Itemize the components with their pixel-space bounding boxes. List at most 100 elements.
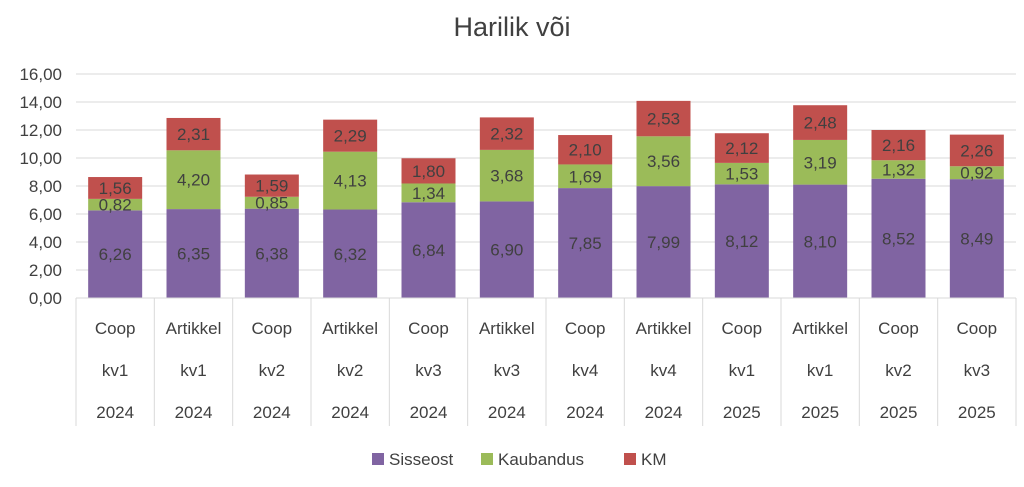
bar-segment [714,184,769,298]
data-label: 1,32 [882,160,915,179]
bar-segment [166,117,221,151]
data-label: 8,49 [960,230,993,249]
x-tick-label-quarter: kv3 [964,361,990,380]
bar-segment [793,105,848,140]
y-tick-label: 16,00 [19,65,62,84]
x-tick-label-year: 2024 [566,403,604,422]
x-tick-label-store: Coop [565,319,606,338]
legend-swatch [624,453,636,465]
legend-label: Kaubandus [498,450,584,469]
x-tick-label-store: Artikkel [166,319,222,338]
data-label: 3,19 [804,153,837,172]
data-labels: 6,26 0,821,56 6,35 4,20 2,31 6,38 0,851,59 6,32… [99,110,994,265]
x-tick-label-year: 2024 [488,403,526,422]
y-axis: 0,00 2,00 4,00 6,00 8,00 10,00 12,00 14,00 16,00 [19,65,62,308]
bar-segment [714,162,769,185]
bar-segment [244,208,299,298]
bar-segment [949,166,1004,180]
data-label: 6,84 [412,241,445,260]
bar-segment [323,209,378,298]
bar-segment [871,178,926,298]
bar-segment [401,158,456,184]
bar-segment [793,139,848,185]
data-label: 1,53 [725,165,758,184]
bar-segment [636,136,691,187]
x-tick-label-year: 2024 [331,403,369,422]
data-label: 2,31 [177,125,210,144]
data-label: 1,80 [412,162,445,181]
bar-segment [88,198,143,211]
data-label: 6,38 [255,244,288,263]
x-tick-label-store: Coop [252,319,293,338]
x-tick-label-store: Artikkel [636,319,692,338]
x-tick-label-store: Artikkel [479,319,535,338]
bar-segment [949,134,1004,167]
x-tick-label-quarter: kv4 [650,361,676,380]
data-label: 6,26 [99,245,132,264]
legend-swatch [481,453,493,465]
x-tick-label-year: 2024 [175,403,213,422]
data-label: 0,85 [255,194,288,213]
data-label: 2,16 [882,136,915,155]
data-label: 6,32 [334,245,367,264]
x-tick-label-store: Coop [878,319,919,338]
x-tick-label-quarter: kv2 [259,361,285,380]
bar-segment [479,201,534,298]
bar-segment [88,210,143,298]
y-tick-label: 6,00 [29,205,62,224]
data-label: 2,10 [569,141,602,160]
gridlines [76,73,1016,299]
x-tick-label-store: Coop [95,319,136,338]
y-tick-label: 14,00 [19,93,62,112]
bar-segment [714,133,769,163]
bar-segment [793,184,848,298]
y-tick-label: 8,00 [29,177,62,196]
x-tick-label-quarter: kv2 [337,361,363,380]
x-tick-label-quarter: kv1 [180,361,206,380]
x-tick-label-quarter: kv1 [729,361,755,380]
data-label: 1,56 [99,179,132,198]
bar-segment [323,151,378,210]
legend-label: Sisseost [389,450,454,469]
x-tick-label-store: Coop [722,319,763,338]
data-label: 3,68 [490,167,523,186]
x-tick-label-quarter: kv4 [572,361,598,380]
data-label: 2,32 [490,125,523,144]
x-tick-label-store: Artikkel [322,319,378,338]
bar-segment [636,186,691,298]
bar-segment [949,179,1004,298]
bar-segment [558,188,613,298]
y-tick-label: 2,00 [29,261,62,280]
x-tick-label-year: 2024 [253,403,291,422]
data-label: 8,12 [725,232,758,251]
x-tick-label-quarter: kv1 [807,361,833,380]
chart-title: Harilik või [453,12,570,42]
x-tick-label-year: 2025 [801,403,839,422]
legend-label: KM [641,450,667,469]
x-tick-label-year: 2025 [958,403,996,422]
data-label: 6,90 [490,241,523,260]
data-label: 1,59 [255,177,288,196]
x-tick-label-year: 2024 [410,403,448,422]
bar-segment [479,117,534,150]
data-label: 2,53 [647,110,680,129]
x-tick-label-quarter: kv1 [102,361,128,380]
data-label: 2,12 [725,139,758,158]
bar-segment [479,149,534,202]
data-label: 2,29 [334,127,367,146]
x-tick-label-year: 2024 [96,403,134,422]
bars [88,100,1004,298]
x-tick-label-year: 2025 [880,403,918,422]
x-tick-label-store: Coop [408,319,449,338]
bar-segment [636,100,691,137]
data-label: 8,52 [882,229,915,248]
data-label: 1,34 [412,184,445,203]
bar-segment [323,119,378,152]
data-label: 4,20 [177,171,210,190]
y-tick-label: 12,00 [19,121,62,140]
bar-segment [558,135,613,165]
x-tick-label-quarter: kv3 [415,361,441,380]
bar-segment [166,150,221,210]
